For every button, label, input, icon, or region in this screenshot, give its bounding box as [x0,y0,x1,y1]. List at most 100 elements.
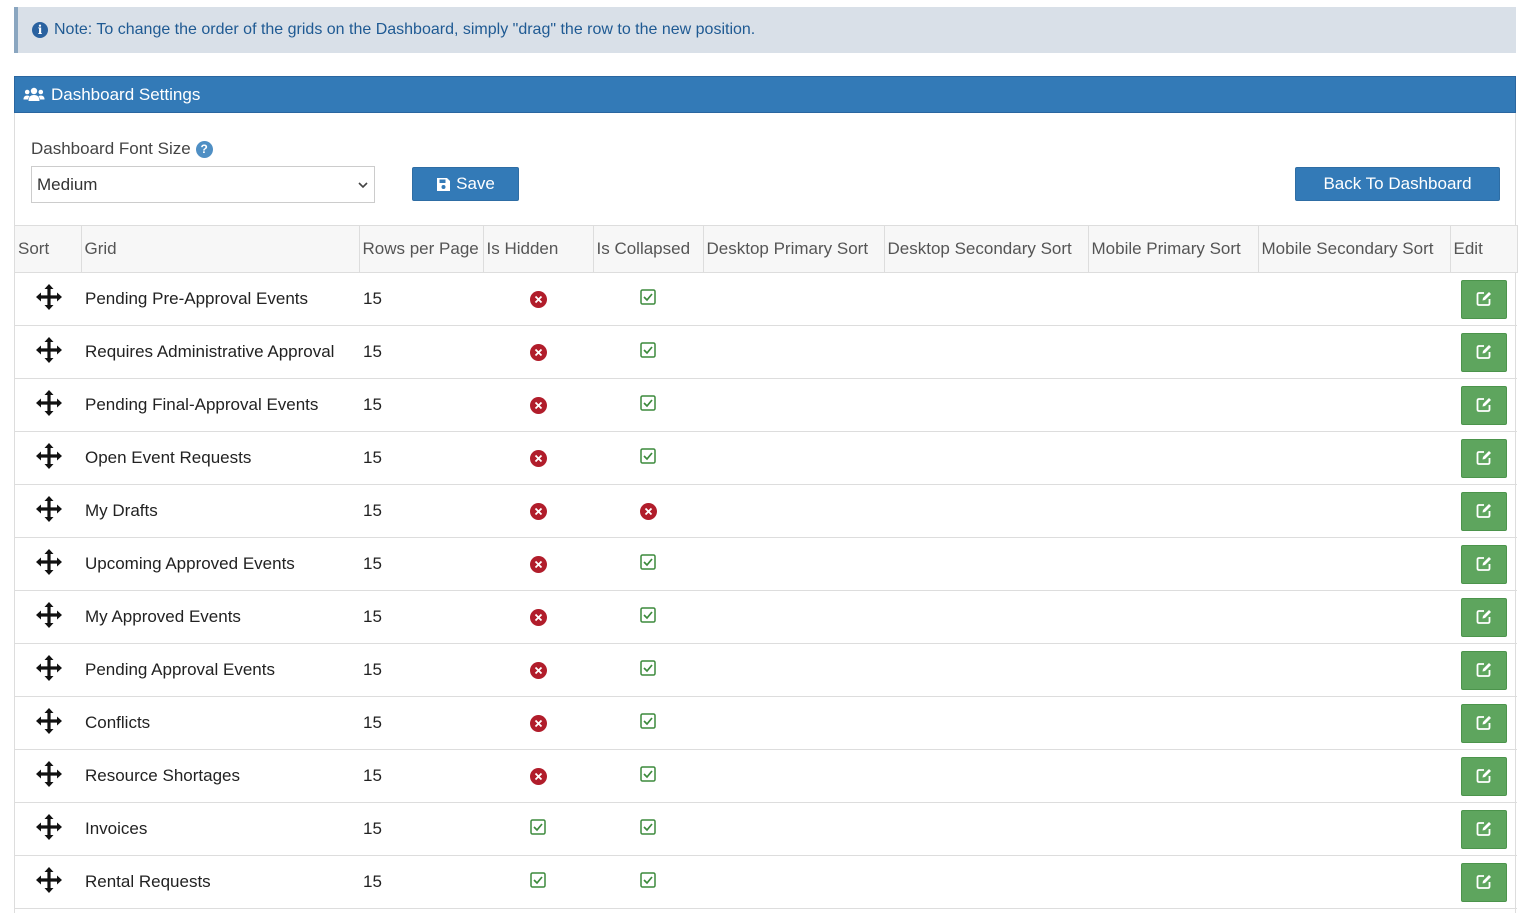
table-row[interactable]: Pending Final-Approval Events 15 [15,378,1517,432]
move-arrows-icon[interactable] [35,866,63,894]
table-row[interactable]: Rental Requests 15 [15,855,1517,909]
mobile-primary-sort-cell [1088,325,1258,379]
sort-handle-cell[interactable] [15,643,81,697]
desktop-primary-sort-cell [703,590,884,644]
table-row[interactable]: Invoices 15 [15,802,1517,856]
sort-handle-cell[interactable] [15,696,81,750]
panel-header: Dashboard Settings [14,76,1516,113]
table-row[interactable]: Pending Approval Events 15 [15,643,1517,697]
question-circle-icon[interactable]: ? [195,140,213,158]
desktop-primary-sort-cell [703,696,884,750]
note-banner: i Note: To change the order of the grids… [14,7,1516,53]
move-arrows-icon[interactable] [35,601,63,629]
move-arrows-icon[interactable] [35,654,63,682]
save-button-label: Save [456,174,495,193]
is-collapsed-cell [593,484,703,538]
is-collapsed-cell [593,325,703,379]
is-hidden-cell [483,378,593,432]
mobile-primary-sort-cell [1088,484,1258,538]
mobile-primary-sort-cell [1088,802,1258,856]
back-to-dashboard-button[interactable]: Back To Dashboard [1295,167,1500,201]
table-row[interactable]: Pending Pre-Approval Events 15 [15,272,1517,326]
move-arrows-icon[interactable] [35,442,63,470]
desktop-secondary-sort-cell [884,749,1088,803]
times-circle-icon [639,503,657,520]
check-square-icon [640,606,656,623]
sort-handle-cell[interactable] [15,855,81,909]
table-row[interactable]: Resource Shortages 15 [15,749,1517,803]
desktop-secondary-sort-cell [884,802,1088,856]
table-row[interactable]: Open Event Requests 15 [15,431,1517,485]
sort-handle-cell[interactable] [15,378,81,432]
check-square-icon [640,288,656,305]
edit-button[interactable] [1460,544,1507,584]
move-arrows-icon[interactable] [35,283,63,311]
sort-handle-cell[interactable] [15,802,81,856]
sort-handle-cell[interactable] [15,484,81,538]
move-arrows-icon[interactable] [35,760,63,788]
save-button[interactable]: Save [412,167,519,201]
mobile-secondary-sort-cell [1258,802,1450,856]
is-hidden-cell [483,590,593,644]
desktop-secondary-sort-cell [884,590,1088,644]
move-arrows-icon[interactable] [35,548,63,576]
sort-handle-cell[interactable] [15,431,81,485]
move-arrows-icon[interactable] [35,389,63,417]
edit-button[interactable] [1460,385,1507,425]
desktop-secondary-sort-cell [884,537,1088,591]
sort-handle-cell[interactable] [15,537,81,591]
desktop-primary-sort-cell [703,484,884,538]
table-row[interactable]: Conflicts 15 [15,696,1517,750]
rows-per-page-cell: 15 [359,696,483,750]
edit-button[interactable] [1460,597,1507,637]
column-header: Is Hidden [483,225,594,273]
column-header: Mobile Primary Sort [1088,225,1259,273]
move-arrows-icon[interactable] [35,813,63,841]
is-hidden-cell [483,696,593,750]
sort-handle-cell[interactable] [15,325,81,379]
mobile-secondary-sort-cell [1258,431,1450,485]
edit-button[interactable] [1460,650,1507,690]
mobile-secondary-sort-cell [1258,378,1450,432]
times-circle-icon [529,556,547,573]
grid-name-cell: Pending Approval Events [81,643,359,697]
is-collapsed-cell [593,537,703,591]
edit-button[interactable] [1460,862,1507,902]
desktop-secondary-sort-cell [884,325,1088,379]
move-arrows-icon[interactable] [35,336,63,364]
edit-icon [1475,502,1493,520]
rows-per-page-cell: 15 [359,378,483,432]
move-arrows-icon[interactable] [35,707,63,735]
edit-button[interactable] [1460,703,1507,743]
is-hidden-cell [483,484,593,538]
mobile-primary-sort-cell [1088,431,1258,485]
desktop-secondary-sort-cell [884,643,1088,697]
desktop-primary-sort-cell [703,802,884,856]
sort-handle-cell[interactable] [15,272,81,326]
move-arrows-icon[interactable] [35,495,63,523]
edit-button[interactable] [1460,809,1507,849]
table-row[interactable]: Upcoming Approved Events 15 [15,537,1517,591]
edit-button[interactable] [1460,756,1507,796]
edit-cell [1450,272,1517,326]
times-circle-icon [529,503,547,520]
mobile-secondary-sort-cell [1258,749,1450,803]
edit-button[interactable] [1460,332,1507,372]
desktop-secondary-sort-cell [884,696,1088,750]
edit-icon [1475,396,1493,414]
table-row[interactable]: My Approved Events 15 [15,590,1517,644]
edit-button[interactable] [1460,438,1507,478]
times-circle-icon [529,397,547,414]
sort-handle-cell[interactable] [15,590,81,644]
times-circle-icon [529,768,547,785]
edit-button[interactable] [1460,279,1507,319]
edit-icon [1475,820,1493,838]
font-size-select[interactable]: Medium [31,166,375,203]
mobile-secondary-sort-cell [1258,696,1450,750]
edit-button[interactable] [1460,491,1507,531]
table-row[interactable]: Requires Administrative Approval 15 [15,325,1517,379]
desktop-primary-sort-cell [703,643,884,697]
sort-handle-cell[interactable] [15,749,81,803]
table-row[interactable]: My Drafts 15 [15,484,1517,538]
edit-icon [1475,290,1493,308]
